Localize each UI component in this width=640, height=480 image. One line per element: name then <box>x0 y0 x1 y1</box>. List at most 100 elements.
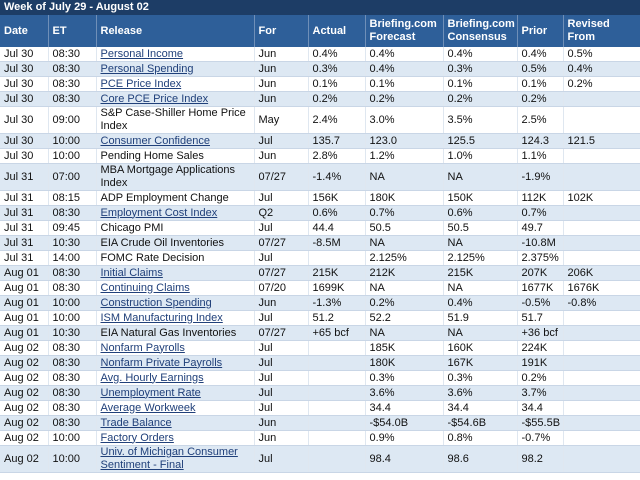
table-cell: 08:30 <box>48 91 97 107</box>
table-cell: NA <box>443 163 518 191</box>
table-cell: Jul <box>254 310 309 326</box>
table-cell: 135.7 <box>308 133 366 149</box>
release-link[interactable]: Initial Claims <box>100 266 163 279</box>
table-cell: 121.5 <box>563 133 640 149</box>
table-cell: Jun <box>254 415 309 431</box>
table-cell <box>563 235 640 251</box>
release-link[interactable]: Core PCE Price Index <box>100 92 209 105</box>
table-cell: 180K <box>365 355 444 371</box>
table-cell: 08:30 <box>48 205 97 221</box>
release-link[interactable]: Average Workweek <box>100 401 196 414</box>
table-cell: NA <box>443 325 518 341</box>
table-cell: Nonfarm Private Payrolls <box>96 355 255 371</box>
release-row: Aug 01 10:30 EIA Natural Gas Inventories 07… <box>0 325 640 341</box>
table-cell: 0.9% <box>365 430 444 446</box>
table-cell: Jun <box>254 76 309 92</box>
table-cell <box>563 250 640 266</box>
release-link[interactable]: ISM Manufacturing Index <box>100 311 223 324</box>
table-cell <box>563 163 640 191</box>
table-cell: 1676K <box>563 280 640 296</box>
table-cell: 08:30 <box>48 340 97 356</box>
table-cell: Jul <box>254 250 309 266</box>
table-cell: 49.7 <box>517 220 564 236</box>
table-cell: 08:30 <box>48 61 97 77</box>
release-link[interactable]: Continuing Claims <box>100 281 190 294</box>
release-row: Jul 31 08:15 ADP Employment Change Jul 156K 1… <box>0 190 640 206</box>
release-link[interactable]: Personal Income <box>100 47 184 60</box>
release-link[interactable]: Employment Cost Index <box>100 206 218 219</box>
table-cell: Personal Spending <box>96 61 255 77</box>
release-link[interactable]: Personal Spending <box>100 62 194 75</box>
table-cell: 08:30 <box>48 76 97 92</box>
release-link[interactable]: PCE Price Index <box>100 77 182 90</box>
release-link[interactable]: Factory Orders <box>100 431 174 444</box>
table-cell: Jul <box>254 445 309 473</box>
release-row: Aug 02 08:30 Average Workweek Jul 34.4 34.4 34… <box>0 400 640 416</box>
release-link[interactable]: Nonfarm Payrolls <box>100 341 185 354</box>
release-link[interactable]: Consumer Confidence <box>100 134 210 147</box>
table-cell: 0.4% <box>517 47 564 62</box>
table-cell <box>563 385 640 401</box>
table-cell: Aug 01 <box>0 280 49 296</box>
table-cell: 0.6% <box>443 205 518 221</box>
table-cell: 98.2 <box>517 445 564 473</box>
table-cell: 0.2% <box>365 295 444 311</box>
table-cell: -$55.5B <box>517 415 564 431</box>
table-cell: 112K <box>517 190 564 206</box>
table-cell <box>563 205 640 221</box>
table-cell: 3.6% <box>443 385 518 401</box>
release-row: Aug 02 08:30 Avg. Hourly Earnings Jul 0.3% 0.… <box>0 370 640 386</box>
table-cell: 07/27 <box>254 265 309 281</box>
table-cell: 212K <box>365 265 444 281</box>
table-cell: 3.0% <box>365 106 444 134</box>
table-cell: 50.5 <box>443 220 518 236</box>
release-link[interactable]: Univ. of Michigan Consumer Sentiment - F… <box>100 446 238 471</box>
table-cell: Jun <box>254 295 309 311</box>
table-cell: Personal Income <box>96 47 255 62</box>
release-row: Aug 01 10:00 ISM Manufacturing Index Jul 51.… <box>0 310 640 326</box>
table-cell <box>308 355 366 371</box>
table-cell: 0.4% <box>443 47 518 62</box>
table-cell <box>563 445 640 473</box>
release-row: Aug 02 10:00 Univ. of Michigan Consumer Se… <box>0 445 640 473</box>
calendar-title: Week of July 29 - August 02 <box>0 0 640 15</box>
release-link[interactable]: Nonfarm Private Payrolls <box>100 356 223 369</box>
table-cell: 206K <box>563 265 640 281</box>
release-row: Aug 01 08:30 Continuing Claims 07/20 1699K NA… <box>0 280 640 296</box>
table-cell <box>563 430 640 446</box>
table-cell: Jul <box>254 385 309 401</box>
table-cell: 167K <box>443 355 518 371</box>
table-cell: Factory Orders <box>96 430 255 446</box>
table-cell: 1.2% <box>365 148 444 164</box>
release-row: Jul 30 08:30 Core PCE Price Index Jun 0.2% 0.… <box>0 91 640 107</box>
release-link[interactable]: Trade Balance <box>100 416 172 429</box>
release-link[interactable]: Avg. Hourly Earnings <box>100 371 204 384</box>
table-cell: 08:30 <box>48 280 97 296</box>
table-cell: 34.4 <box>365 400 444 416</box>
table-cell: NA <box>365 325 444 341</box>
table-cell: 08:30 <box>48 265 97 281</box>
release-link[interactable]: Unemployment Rate <box>100 386 201 399</box>
table-cell: 07/27 <box>254 235 309 251</box>
table-cell <box>308 250 366 266</box>
table-cell: Aug 01 <box>0 310 49 326</box>
table-cell: 0.2% <box>443 91 518 107</box>
release-row: Aug 02 08:30 Unemployment Rate Jul 3.6% 3.6% 3… <box>0 385 640 401</box>
table-cell: 0.4% <box>443 295 518 311</box>
table-cell: PCE Price Index <box>96 76 255 92</box>
table-cell: 07:00 <box>48 163 97 191</box>
release-row: Aug 01 10:00 Construction Spending Jun -1.3%… <box>0 295 640 311</box>
table-cell: -1.9% <box>517 163 564 191</box>
table-cell: 10:00 <box>48 148 97 164</box>
table-cell: Jul <box>254 400 309 416</box>
table-cell: 2.5% <box>517 106 564 134</box>
table-cell: Jul 30 <box>0 47 49 62</box>
release-link[interactable]: Construction Spending <box>100 296 212 309</box>
table-cell: Jul 30 <box>0 148 49 164</box>
table-cell: 0.1% <box>517 76 564 92</box>
table-cell: 52.2 <box>365 310 444 326</box>
table-cell: Aug 02 <box>0 355 49 371</box>
table-cell: -0.5% <box>517 295 564 311</box>
table-cell: 0.3% <box>308 61 366 77</box>
table-cell: 0.1% <box>365 76 444 92</box>
